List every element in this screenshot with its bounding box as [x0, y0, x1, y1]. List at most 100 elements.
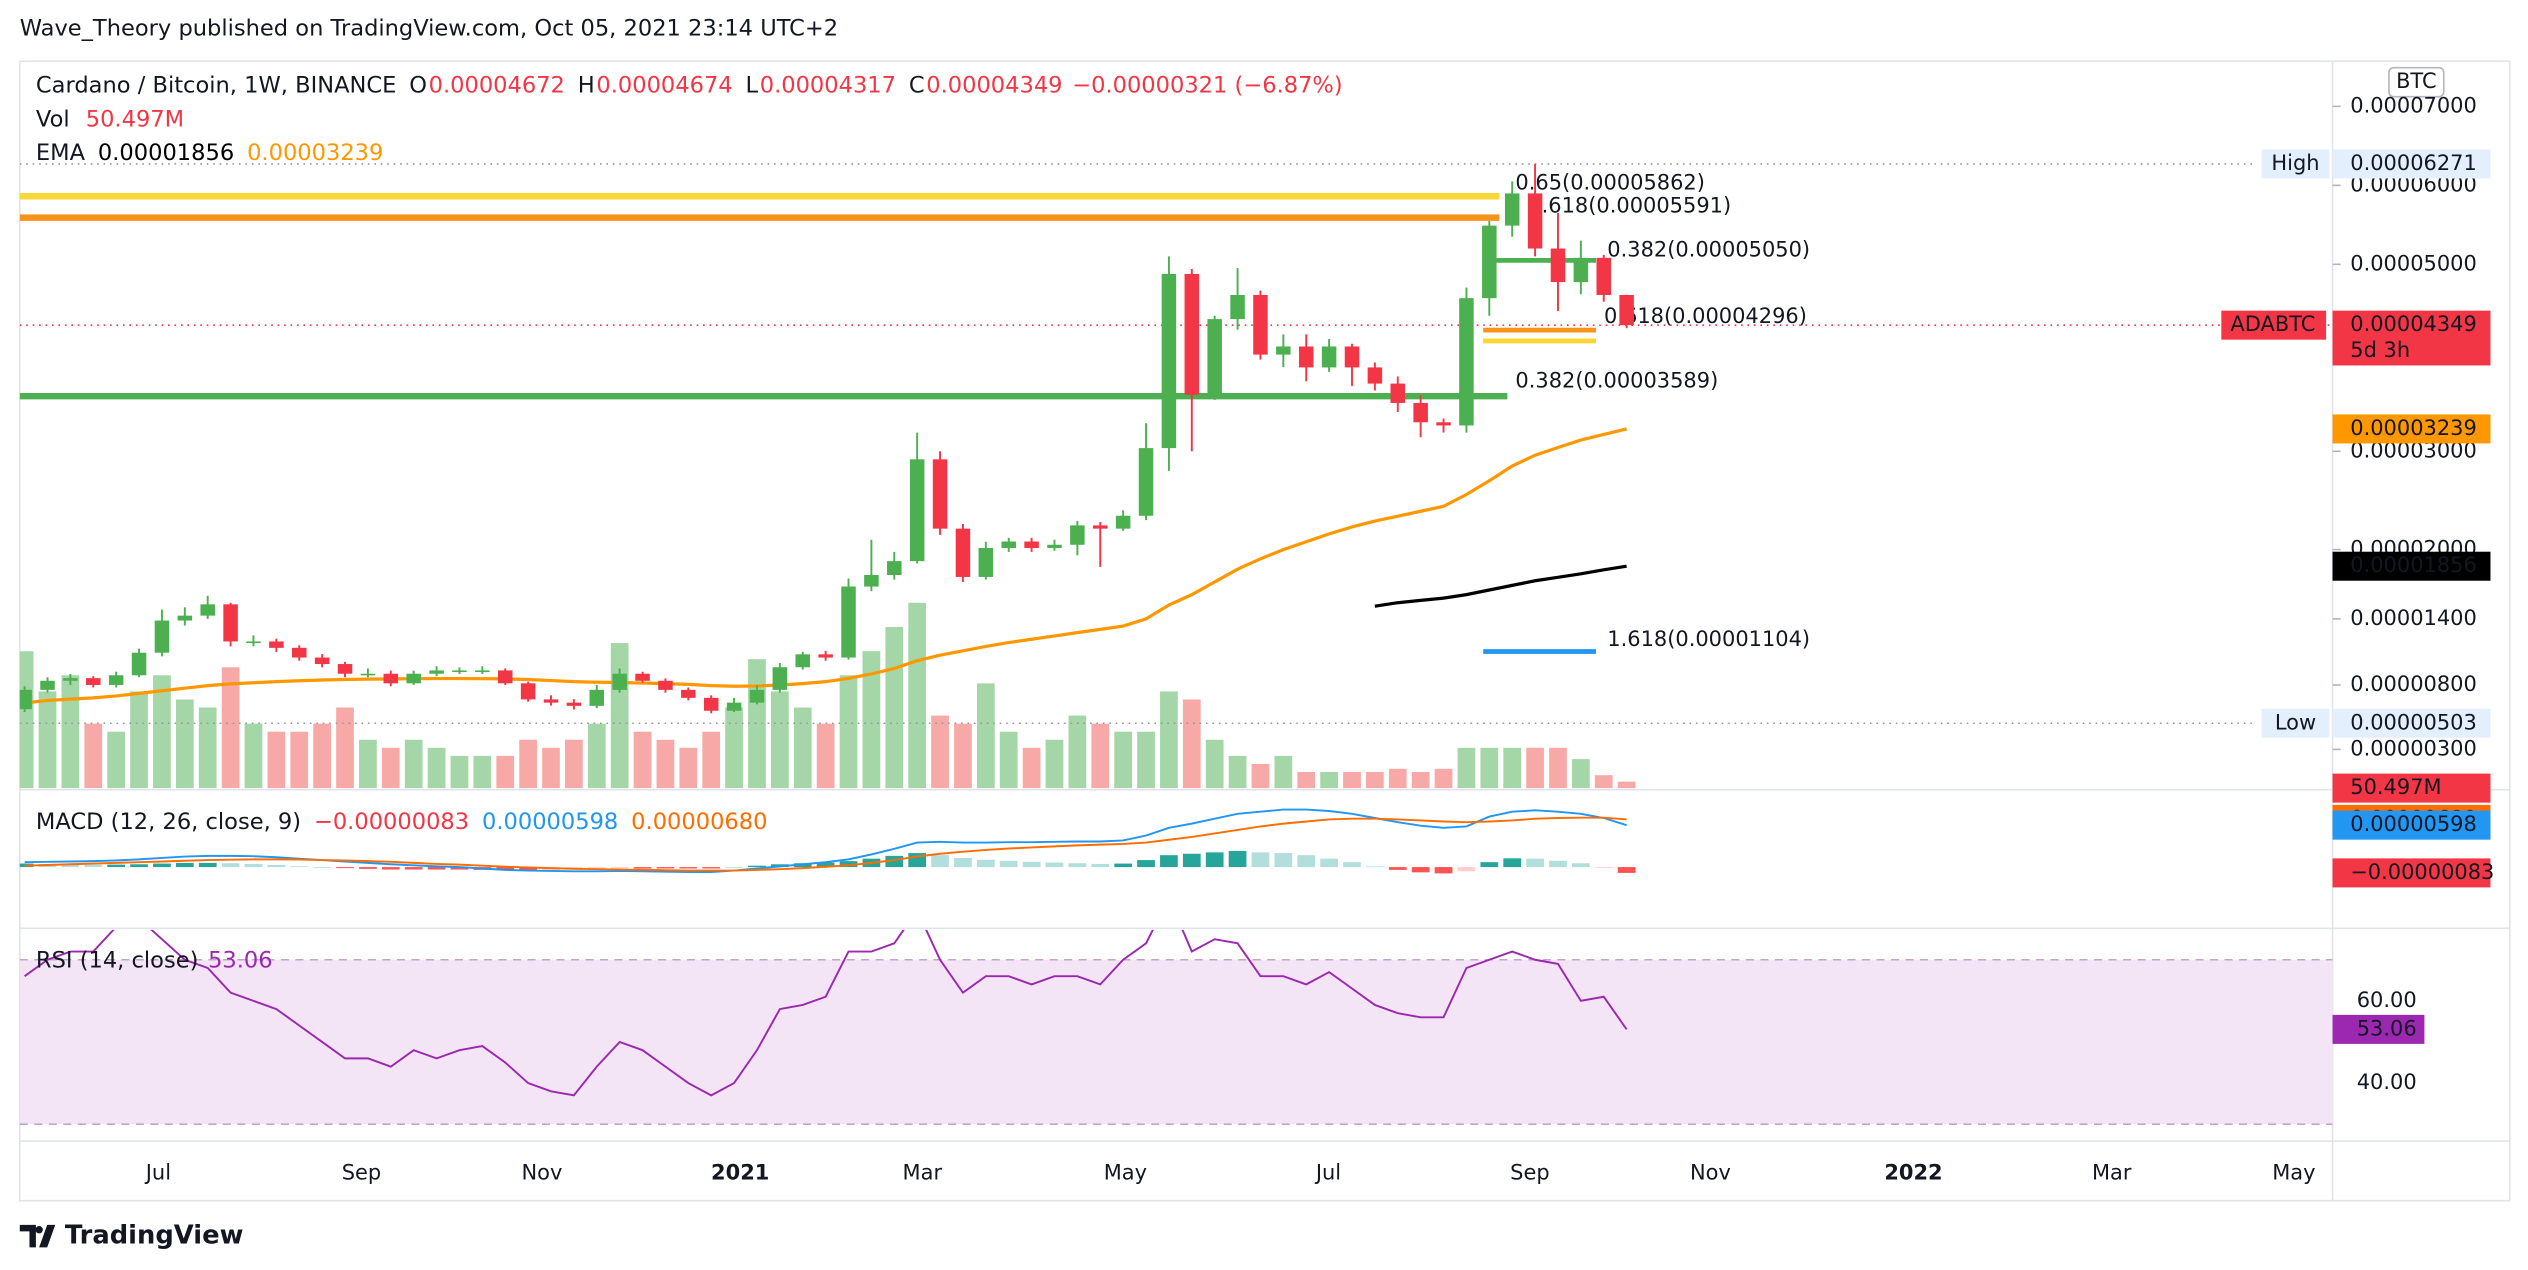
volume-bar: [313, 723, 332, 789]
x-tick-label: 2021: [711, 1160, 769, 1184]
badge-name-box: [2261, 708, 2330, 738]
macd-histogram: [1457, 867, 1476, 872]
candle-body: [1596, 257, 1611, 295]
volume-bar: [1411, 771, 1430, 789]
x-tick-label: Jul: [1314, 1160, 1341, 1184]
volume-bar: [290, 731, 309, 789]
legend-item: MACD (12, 26, close, 9): [36, 808, 301, 834]
macd-histogram: [267, 864, 286, 868]
fib-label: 1.618(0.00001104): [1607, 627, 1810, 651]
macd-histogram: [1297, 855, 1316, 868]
candle-body: [1115, 515, 1131, 529]
macd-histogram: [1160, 855, 1178, 868]
volume-bar: [1114, 731, 1133, 789]
candle-body: [1367, 367, 1383, 384]
candle-body: [1047, 544, 1062, 549]
last-symbol: ADABTC: [2230, 312, 2315, 336]
volume-bar: [748, 659, 766, 789]
volume-bar: [1228, 755, 1247, 789]
last-symbol-box: [2221, 310, 2327, 340]
volume-bar: [244, 723, 263, 789]
legend-item: Cardano / Bitcoin, 1W, BINANCE: [36, 72, 396, 98]
volume-bar: [725, 707, 743, 789]
macd-histogram: [610, 867, 629, 869]
legend-item: O: [409, 72, 427, 98]
macd-histogram: [1594, 867, 1613, 868]
candle-body: [1001, 541, 1016, 549]
volume-bar: [1274, 755, 1293, 789]
candle-body: [1459, 298, 1474, 426]
volume-bar: [1068, 715, 1087, 789]
macd-histogram: [1411, 867, 1430, 873]
fib-label: 0.382(0.00003589): [1515, 369, 1718, 393]
volume-bar: [931, 715, 949, 789]
candle-body: [955, 528, 971, 577]
macd-histogram: [748, 865, 766, 868]
volume-bar: [381, 747, 400, 789]
macd-badge-box: [2332, 810, 2491, 840]
macd-histogram: [427, 867, 446, 870]
candle-body: [978, 548, 994, 577]
fib-label: 0.618(0.00004296): [1604, 304, 1807, 328]
macd-histogram: [702, 867, 721, 869]
candle-body: [1070, 525, 1085, 545]
candle-body: [1253, 294, 1268, 355]
candle-body: [19, 689, 32, 710]
candle-body: [703, 697, 719, 711]
volume-bar: [359, 739, 377, 789]
volume-bar: [542, 747, 560, 789]
candle-body: [291, 647, 307, 658]
volume-bar: [954, 723, 972, 789]
volume-bar: [1137, 731, 1155, 789]
legend-item: C: [909, 72, 925, 98]
volume-bar: [1205, 739, 1224, 789]
volume-bar: [656, 739, 675, 789]
volume-bar: [84, 723, 103, 789]
candle-body: [452, 670, 467, 673]
macd-histogram: [1526, 858, 1544, 868]
candle-body: [932, 459, 948, 529]
volume-bar: [1388, 768, 1407, 789]
ema-badge: 0.00003239: [2350, 416, 2477, 440]
candle-body: [589, 689, 605, 706]
candle-body: [795, 654, 810, 668]
candle-body: [86, 678, 101, 685]
macd-histogram: [1480, 862, 1499, 868]
candle-body: [200, 604, 215, 616]
macd-histogram: [1091, 863, 1110, 868]
x-tick-label: 2022: [1884, 1160, 1942, 1184]
volume-bar: [1320, 771, 1338, 789]
volume-bar: [679, 747, 698, 789]
volume-bar: [908, 602, 927, 789]
volume-bar: [221, 667, 240, 789]
volume-bar: [1160, 691, 1178, 789]
frame: [18, 60, 2511, 1202]
candle-body: [1276, 346, 1291, 355]
hist-badge-box: [2332, 858, 2491, 888]
ema-badge-box: [2332, 414, 2491, 444]
rsi-band: [19, 959, 2333, 1125]
macd-histogram: [587, 867, 606, 870]
legend-item: 0.00004317: [760, 72, 896, 98]
last-price-box: [2332, 310, 2491, 366]
candle-body: [429, 670, 444, 674]
rsi-badge: 53.06: [2357, 1016, 2417, 1040]
candle-body: [1413, 402, 1428, 423]
candle-body: [909, 459, 925, 562]
y-tick-label: 0.00001400: [2350, 606, 2477, 630]
candle-body: [1298, 346, 1314, 368]
volume-bar: [336, 707, 354, 789]
candle-body: [177, 615, 193, 621]
macd-histogram: [84, 864, 103, 868]
candle-body: [131, 652, 147, 676]
volume-bar: [427, 747, 446, 789]
legend-item: L: [746, 72, 759, 98]
rsi-tick-label: 60.00: [2357, 988, 2417, 1012]
macd-histogram: [954, 857, 972, 868]
candle-body: [406, 673, 421, 684]
legend-item: 53.06: [208, 947, 273, 973]
volume-badge: 50.497M: [2350, 775, 2441, 799]
macd-badge: 0.00000598: [2350, 812, 2477, 836]
fib-label: 0.618(0.00005591): [1528, 193, 1731, 217]
